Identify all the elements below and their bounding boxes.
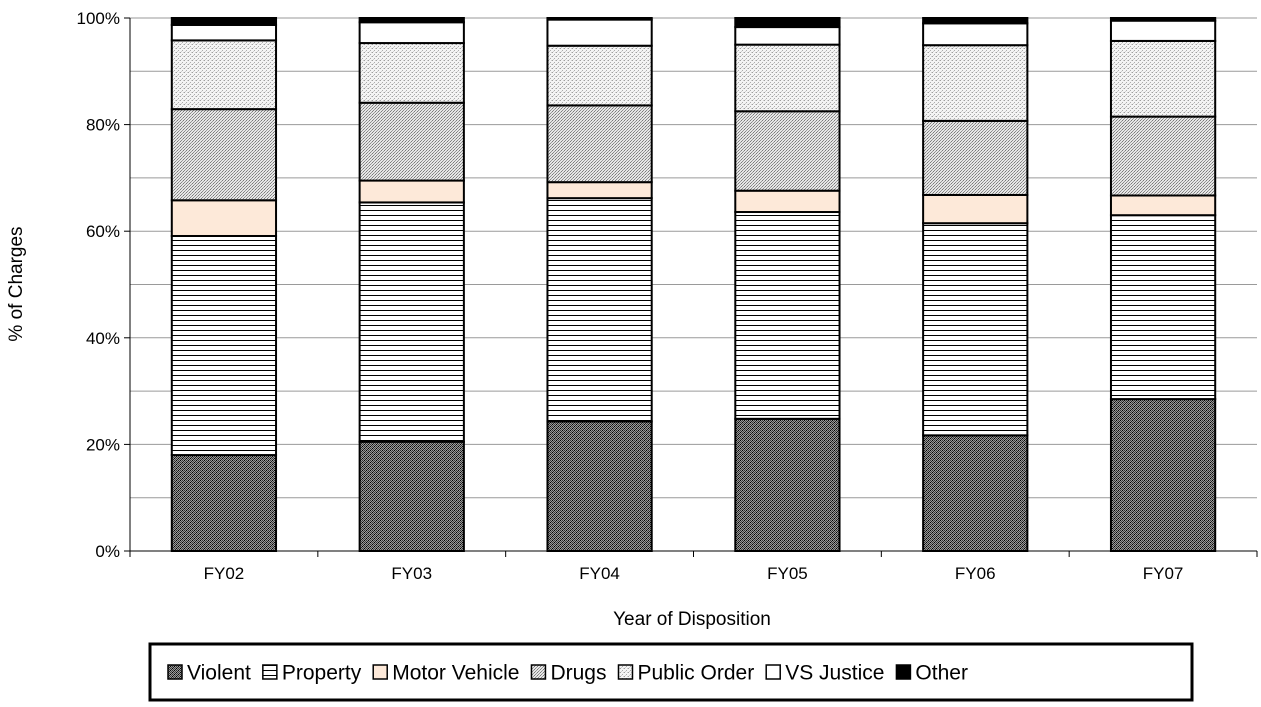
bar-segment-property	[546, 197, 653, 423]
bar-segment-vs-justice	[922, 22, 1029, 47]
bar-segment-property	[358, 201, 465, 443]
bar-segment-vs-justice	[170, 23, 278, 42]
bar-segment-violent	[922, 434, 1029, 552]
bar-stack-fy04	[546, 17, 653, 552]
bar-segment-public-order	[922, 44, 1029, 122]
legend-label: Motor Vehicle	[392, 662, 519, 685]
x-tick-label: FY03	[391, 564, 432, 583]
legend-swatch	[617, 664, 634, 680]
bar-segment-property	[734, 211, 841, 420]
bar-segment-motor-vehicle	[170, 199, 278, 237]
legend-item-motor-vehicle: Motor Vehicle	[372, 662, 519, 685]
bar-segment-motor-vehicle	[734, 189, 841, 214]
bar-segment-vs-justice	[734, 26, 841, 46]
x-tick-label: FY02	[204, 564, 245, 583]
bar-segment-public-order	[358, 42, 465, 104]
legend-swatch	[895, 664, 912, 680]
y-tick-label: 0%	[95, 542, 120, 561]
bar-segment-motor-vehicle	[922, 193, 1029, 225]
bar-segment-motor-vehicle	[546, 181, 653, 200]
bar-segment-violent	[546, 420, 653, 552]
legend-swatch	[262, 664, 278, 680]
x-tick-label: FY07	[1143, 564, 1184, 583]
bar-segment-vs-justice	[358, 21, 465, 45]
bar-segment-public-order	[170, 39, 278, 111]
bar-segment-other	[546, 17, 653, 21]
bar-segment-drugs	[546, 104, 653, 184]
bar-segment-vs-justice	[1109, 19, 1217, 42]
legend-label: Violent	[187, 662, 251, 685]
bar-segment-drugs	[358, 101, 465, 182]
bar-segment-other	[734, 17, 841, 29]
bar-segment-public-order	[734, 43, 841, 113]
x-tick-label: FY06	[955, 564, 996, 583]
legend-swatch	[530, 664, 547, 680]
bar-segment-violent	[170, 454, 278, 552]
bar-segment-property	[1109, 214, 1217, 401]
bar-stack-fy05	[734, 17, 841, 553]
bar-segment-drugs	[1109, 115, 1217, 197]
bar-segment-public-order	[546, 44, 653, 107]
legend-label: Drugs	[550, 662, 606, 685]
bar-stack-fy06	[922, 17, 1029, 552]
axes	[124, 17, 1258, 557]
bar-segment-violent	[734, 417, 841, 553]
legend-box	[148, 642, 1194, 702]
bar-segment-drugs	[170, 108, 278, 202]
legend-item-public-order: Public Order	[617, 662, 754, 685]
bar-segment-vs-justice	[546, 18, 653, 47]
bars	[170, 17, 1217, 553]
x-axis-title: Year of Disposition	[613, 609, 771, 630]
bar-segment-motor-vehicle	[358, 179, 465, 204]
y-tick-label: 60%	[86, 222, 120, 241]
bar-segment-other	[922, 17, 1029, 25]
bar-segment-violent	[1109, 398, 1217, 552]
bar-segment-drugs	[734, 110, 841, 192]
y-tick-label: 80%	[86, 116, 120, 135]
gridlines	[130, 17, 1257, 499]
y-tick-label: 40%	[86, 329, 120, 348]
y-tick-label: 100%	[77, 9, 120, 28]
bar-segment-other	[358, 17, 465, 24]
legend-label: VS Justice	[785, 662, 884, 685]
bar-segment-property	[170, 234, 278, 457]
legend-item-other: Other	[895, 662, 968, 685]
x-tick-label: FY05	[767, 564, 808, 583]
bar-segment-drugs	[922, 119, 1029, 196]
legend-item-vs-justice: VS Justice	[765, 662, 884, 685]
legend: Violent Property Motor Vehicle Drugs Public …	[148, 642, 1194, 702]
legend-item-drugs: Drugs	[530, 662, 606, 685]
legend-swatch	[167, 664, 183, 680]
bar-segment-motor-vehicle	[1109, 194, 1217, 217]
legend-label: Public Order	[637, 662, 754, 685]
legend-label: Property	[282, 662, 362, 685]
legend-item-violent: Violent	[167, 662, 251, 685]
bar-stack-fy03	[358, 17, 465, 552]
legend-swatch	[765, 664, 781, 680]
bar-segment-property	[922, 222, 1029, 437]
y-tick-labels: 0% 20% 40% 60% 80% 100%	[77, 9, 120, 561]
bar-stack-fy07	[1109, 17, 1217, 552]
x-tick-labels: FY02 FY03 FY04 FY05 FY06 FY07	[204, 564, 1184, 583]
y-axis-title: % of Charges	[6, 226, 27, 341]
y-tick-label: 20%	[86, 435, 120, 454]
bar-segment-other	[1109, 17, 1217, 22]
bar-segment-other	[170, 17, 278, 26]
bar-segment-violent	[358, 440, 465, 552]
bar-stack-fy02	[170, 17, 278, 552]
bar-segment-public-order	[1109, 39, 1217, 118]
legend-item-property: Property	[262, 662, 362, 685]
legend-label: Other	[915, 662, 968, 685]
x-tick-label: FY04	[579, 564, 620, 583]
legend-swatch	[372, 664, 388, 680]
